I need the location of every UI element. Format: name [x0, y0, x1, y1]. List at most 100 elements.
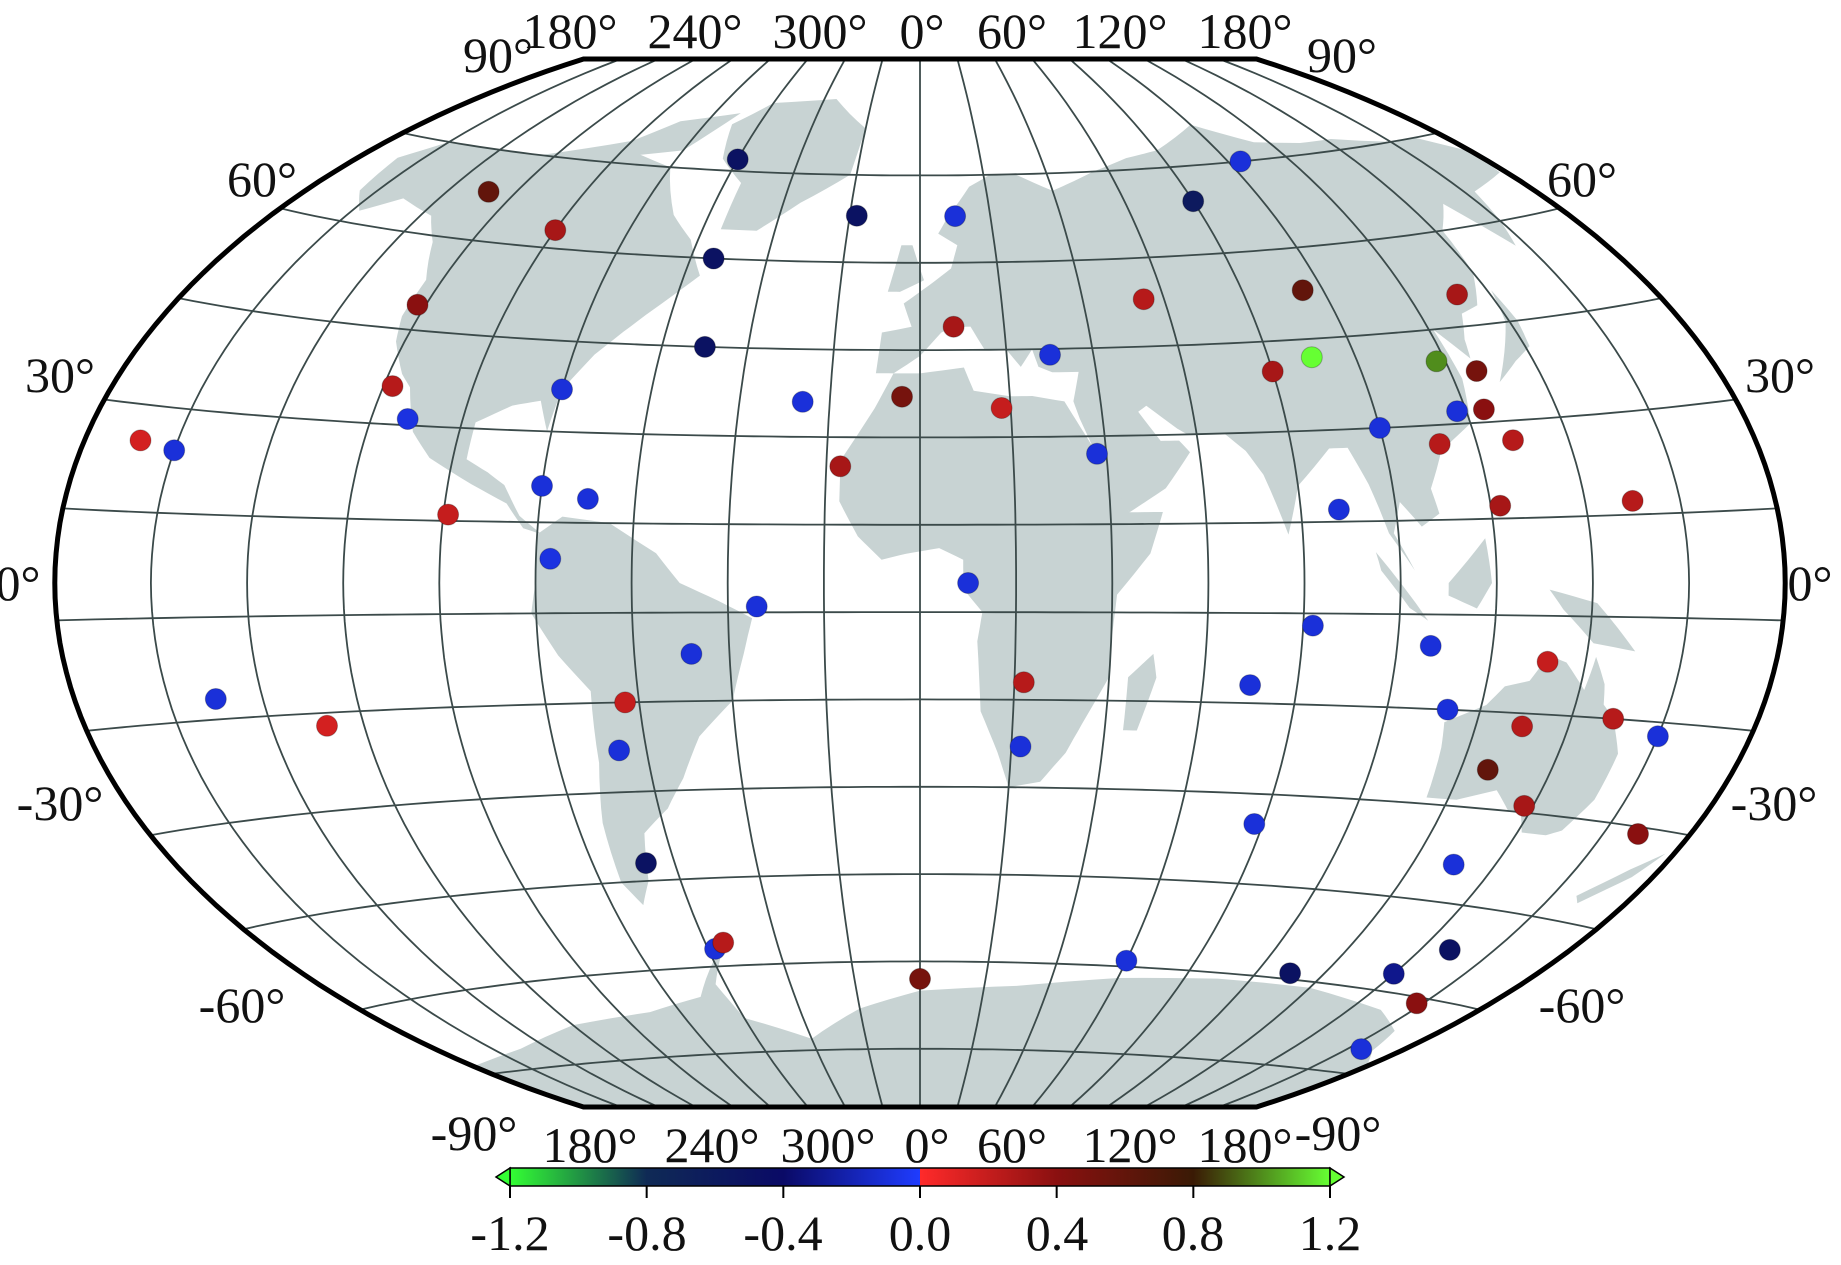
bottom-lon-label: 300°	[781, 1117, 876, 1173]
colorbar-tick-label: 1.2	[1299, 1205, 1362, 1261]
land-polygon	[1549, 589, 1636, 652]
colorbar-tick-label: -0.8	[607, 1205, 686, 1261]
colorbar-tick-label: -1.2	[470, 1205, 549, 1261]
station-marker	[1536, 650, 1559, 673]
station-marker	[1602, 707, 1625, 730]
graticule-line	[104, 398, 1736, 439]
land-polygon	[1448, 538, 1492, 609]
station-marker	[1446, 400, 1469, 423]
station-marker	[163, 439, 186, 462]
land-polygon	[1426, 655, 1618, 836]
graticule-line	[1106, 59, 1402, 1107]
station-marker	[1039, 343, 1061, 366]
station-marker	[1261, 360, 1284, 383]
graticule-line	[56, 611, 1784, 622]
graticule-line	[630, 59, 809, 1107]
colorbar-tick-label: -0.4	[743, 1205, 822, 1261]
graticule-line	[823, 59, 884, 1107]
station-marker	[316, 714, 338, 737]
graticule-line	[246, 59, 659, 1107]
colorbar-gradient	[509, 1167, 1331, 1187]
colorbar-tick-label: 0.4	[1026, 1205, 1089, 1261]
station-marker	[1115, 949, 1138, 972]
station-marker	[608, 739, 631, 762]
left-lat-label: -90°	[431, 1105, 518, 1161]
colorbar-ticks	[509, 1186, 1331, 1198]
station-marker	[1182, 190, 1205, 213]
land-polygon	[1576, 853, 1666, 904]
station-marker	[1405, 992, 1428, 1015]
land-polygon	[1123, 653, 1157, 731]
station-marker	[1419, 634, 1442, 657]
land-polygon	[720, 99, 866, 231]
land-polygon	[875, 124, 1516, 571]
top-lon-label: 180°	[523, 3, 618, 59]
graticule-line	[359, 960, 1481, 1011]
left-lat-label: 90°	[463, 27, 533, 83]
graticule-line	[1069, 59, 1306, 1107]
right-lat-label: -90°	[1295, 1105, 1382, 1161]
bottom-lon-label: 60°	[977, 1117, 1047, 1173]
left-lat-label: 60°	[227, 151, 297, 207]
graticule-line	[534, 59, 771, 1107]
lon-labels-bottom: 180° 240° 300° 0° 60° 120° 180°	[543, 1117, 1293, 1173]
station-marker	[544, 219, 567, 242]
graticule-line	[149, 59, 622, 1107]
graticule-line	[150, 785, 1690, 837]
right-lat-label: 30°	[1745, 347, 1815, 403]
land-polygon	[540, 113, 741, 160]
colorbar-tick-label: 0.8	[1162, 1205, 1225, 1261]
station-marker	[1012, 671, 1035, 694]
station-marker	[1511, 715, 1534, 738]
top-lon-label: 120°	[1073, 3, 1168, 59]
station-marker	[576, 487, 599, 510]
right-lat-label: 90°	[1307, 27, 1377, 83]
station-marker	[406, 293, 429, 316]
station-marker	[1425, 350, 1448, 373]
station-marker	[745, 595, 768, 618]
land-polygon	[473, 954, 1395, 1107]
land-polygon	[1491, 290, 1530, 383]
station-marker	[1300, 346, 1323, 369]
graticule-line	[1218, 59, 1691, 1107]
station-marker	[1476, 758, 1499, 781]
station-marker	[635, 852, 657, 875]
colorbar-tick-label: 0.0	[889, 1205, 952, 1261]
colorbar-left-arrow	[494, 1166, 511, 1188]
colorbar: -1.2 -0.8 -0.4 0.0 0.4 0.8 1.2	[470, 1166, 1362, 1261]
left-lat-label: -60°	[199, 977, 286, 1033]
station-markers	[129, 148, 1669, 1061]
station-marker	[1229, 150, 1252, 173]
station-marker	[1621, 489, 1644, 512]
bottom-lon-label: 180°	[543, 1117, 638, 1173]
land-polygon	[1375, 552, 1429, 621]
right-lat-label: 0°	[1788, 555, 1833, 611]
station-marker	[1472, 398, 1495, 421]
station-marker	[1327, 498, 1350, 521]
station-marker	[551, 378, 573, 401]
station-marker	[680, 642, 703, 665]
station-marker	[1132, 288, 1155, 311]
right-lat-label: -60°	[1539, 977, 1626, 1033]
station-marker	[1465, 360, 1488, 382]
graticule-line	[1143, 59, 1498, 1107]
station-marker	[1243, 813, 1266, 835]
station-marker	[396, 408, 419, 430]
graticule-line	[438, 59, 734, 1107]
top-lon-label: 300°	[773, 3, 868, 59]
station-marker	[702, 247, 725, 270]
graticule-line	[1031, 59, 1210, 1107]
station-marker	[957, 572, 980, 594]
land-polygon	[531, 516, 753, 906]
lat-labels-right: 90° 60° 30° 0° -30° -60° -90°	[1295, 27, 1833, 1161]
station-marker	[437, 503, 460, 526]
station-marker	[1489, 494, 1512, 517]
station-marker	[1442, 853, 1465, 876]
station-marker	[1646, 725, 1669, 748]
station-marker	[1436, 698, 1459, 721]
graticule-line	[1181, 59, 1594, 1107]
left-lat-label: 0°	[0, 555, 41, 611]
graticule-line	[956, 59, 1017, 1107]
station-marker	[1446, 283, 1469, 306]
